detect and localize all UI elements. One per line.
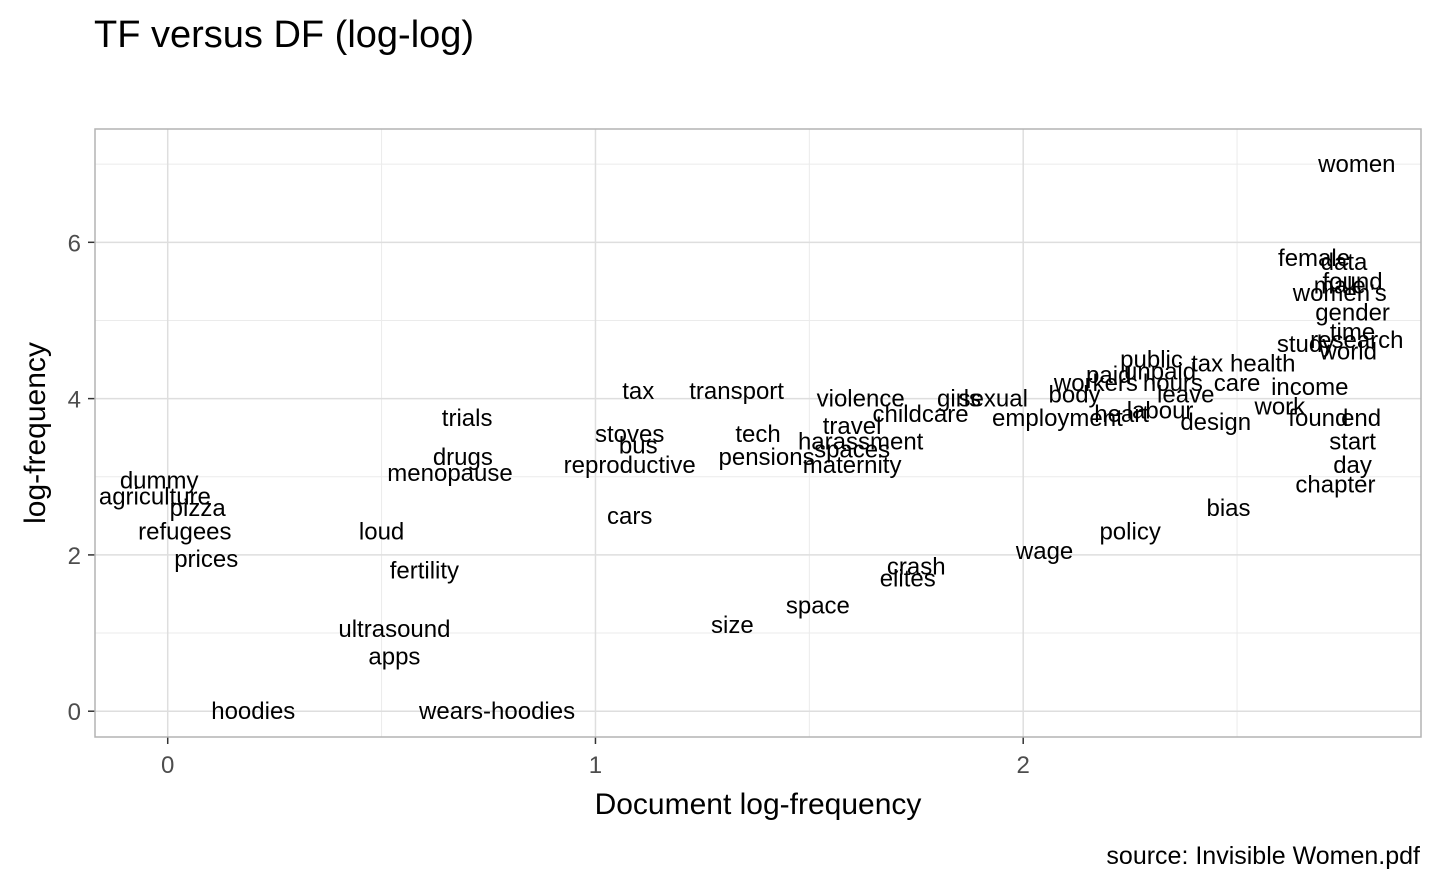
point-label: design: [1180, 409, 1251, 436]
point-labels: womenfemaledatafoundmalewomen'sgendertim…: [99, 151, 1404, 725]
point-label: agriculture: [99, 483, 211, 510]
point-label: found: [1288, 405, 1348, 432]
point-label: fertility: [390, 558, 459, 585]
point-label: female: [1278, 245, 1350, 272]
x-tick-label: 1: [589, 752, 602, 779]
point-label: childcare: [873, 401, 969, 428]
point-label: heart: [1094, 401, 1149, 428]
point-label: unpaid: [1124, 358, 1196, 385]
point-label: study: [1277, 331, 1334, 358]
point-label: day: [1333, 452, 1372, 479]
point-label: research: [1310, 327, 1403, 354]
x-axis-label: Document log-frequency: [594, 788, 922, 821]
plot-border: [94, 128, 1422, 738]
point-label: chapter: [1295, 472, 1375, 499]
point-label: trials: [442, 405, 493, 432]
point-label: maternity: [803, 452, 902, 479]
point-label: tech: [735, 421, 780, 448]
point-label: policy: [1099, 518, 1160, 545]
point-label: wears-hoodies: [418, 698, 575, 725]
point-label: girls: [937, 386, 981, 413]
point-label: paid: [1086, 362, 1131, 389]
point-label: wage: [1015, 538, 1073, 565]
point-label: drugs: [433, 444, 493, 471]
point-label: pensions: [719, 444, 815, 471]
point-label: sexual: [959, 386, 1028, 413]
plot-panel: [95, 129, 1421, 737]
y-tick-label: 6: [68, 230, 81, 257]
point-label: tax: [1191, 350, 1223, 377]
point-label: violence: [817, 386, 905, 413]
point-label: male: [1314, 272, 1366, 299]
point-label: income: [1271, 374, 1348, 401]
point-label: loud: [359, 518, 404, 545]
point-label: bias: [1207, 495, 1251, 522]
point-label: women: [1317, 151, 1395, 178]
point-label: care: [1214, 370, 1261, 397]
point-label: found: [1323, 268, 1383, 295]
x-tick-label: 2: [1017, 752, 1030, 779]
point-label: start: [1329, 429, 1376, 456]
point-label: crash: [887, 554, 946, 581]
point-label: data: [1321, 249, 1368, 276]
point-label: women's: [1292, 280, 1387, 307]
point-label: work: [1254, 393, 1307, 420]
point-label: world: [1319, 339, 1377, 366]
point-label: leave: [1157, 382, 1214, 409]
point-label: spaces: [814, 436, 890, 463]
point-label: public: [1120, 347, 1183, 374]
point-label: ultrasound: [338, 616, 450, 643]
point-label: workers: [1053, 370, 1138, 397]
point-label: end: [1341, 405, 1381, 432]
point-label: apps: [368, 644, 420, 671]
point-label: space: [786, 593, 850, 620]
y-tick-label: 4: [68, 387, 81, 414]
point-label: travel: [823, 413, 882, 440]
point-label: employment: [992, 405, 1123, 432]
chart-caption: source: Invisible Women.pdf: [1106, 842, 1420, 870]
point-label: prices: [174, 546, 238, 573]
point-label: elites: [880, 565, 936, 592]
point-label: hours: [1143, 370, 1203, 397]
y-tick-label: 0: [68, 699, 81, 726]
point-label: size: [711, 612, 754, 639]
point-label: gender: [1315, 300, 1390, 327]
point-label: bus: [619, 433, 658, 460]
point-label: cars: [607, 503, 652, 530]
point-label: labour: [1127, 397, 1194, 424]
chart-title: TF versus DF (log-log): [94, 14, 475, 56]
point-label: hoodies: [211, 698, 295, 725]
point-label: harassment: [798, 429, 924, 456]
point-label: refugees: [138, 518, 231, 545]
point-label: time: [1330, 319, 1375, 346]
x-tick-label: 0: [161, 752, 174, 779]
point-label: body: [1049, 382, 1101, 409]
point-label: health: [1230, 350, 1295, 377]
point-label: reproductive: [564, 452, 696, 479]
point-label: stoves: [595, 421, 664, 448]
point-label: dummy: [120, 468, 199, 495]
point-label: transport: [689, 378, 784, 405]
y-tick-label: 2: [68, 543, 81, 570]
point-label: menopause: [387, 460, 512, 487]
point-label: tax: [622, 378, 654, 405]
point-label: pizza: [170, 495, 227, 522]
